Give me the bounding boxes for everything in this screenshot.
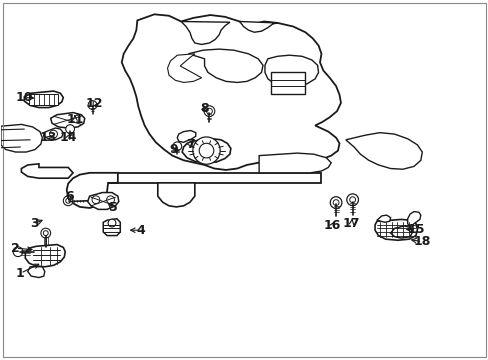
Polygon shape — [181, 22, 229, 44]
Text: 3: 3 — [30, 217, 38, 230]
Text: 7: 7 — [186, 138, 195, 151]
Polygon shape — [407, 212, 420, 226]
Bar — [29, 94, 58, 105]
Polygon shape — [44, 128, 63, 140]
Circle shape — [206, 108, 212, 114]
Polygon shape — [25, 244, 65, 267]
Text: 15: 15 — [407, 223, 424, 236]
Polygon shape — [188, 49, 263, 82]
Polygon shape — [24, 91, 63, 108]
Text: 17: 17 — [342, 216, 360, 230]
Circle shape — [203, 106, 214, 117]
Polygon shape — [167, 54, 201, 82]
Text: 10: 10 — [16, 91, 33, 104]
Polygon shape — [122, 14, 340, 170]
Circle shape — [346, 194, 358, 206]
Circle shape — [173, 142, 181, 151]
Polygon shape — [374, 220, 417, 240]
Polygon shape — [390, 226, 412, 238]
Polygon shape — [1, 125, 42, 152]
Polygon shape — [21, 164, 73, 178]
Circle shape — [199, 143, 213, 158]
Polygon shape — [376, 215, 390, 222]
Circle shape — [92, 196, 100, 204]
Polygon shape — [264, 55, 318, 86]
Circle shape — [65, 198, 70, 203]
Circle shape — [63, 196, 73, 206]
Circle shape — [50, 130, 57, 138]
Circle shape — [108, 219, 116, 227]
Polygon shape — [108, 173, 321, 183]
Text: 13: 13 — [40, 131, 57, 144]
Text: 9: 9 — [169, 143, 178, 156]
Circle shape — [329, 197, 341, 208]
Text: 4: 4 — [137, 224, 145, 237]
Text: 14: 14 — [60, 131, 77, 144]
Text: 2: 2 — [11, 242, 20, 255]
Polygon shape — [271, 72, 305, 94]
Text: 1: 1 — [16, 267, 25, 280]
Circle shape — [192, 137, 220, 164]
Text: 16: 16 — [323, 219, 340, 233]
Polygon shape — [28, 267, 45, 278]
Polygon shape — [239, 22, 277, 32]
Text: 11: 11 — [66, 113, 83, 126]
Text: 18: 18 — [413, 235, 430, 248]
Polygon shape — [51, 113, 84, 128]
Polygon shape — [103, 219, 120, 235]
Polygon shape — [345, 133, 422, 169]
Circle shape — [13, 247, 23, 257]
Polygon shape — [182, 139, 230, 163]
Polygon shape — [158, 183, 194, 207]
Text: 5: 5 — [108, 202, 117, 215]
Circle shape — [332, 200, 338, 206]
Circle shape — [65, 125, 74, 134]
Circle shape — [43, 231, 48, 235]
Circle shape — [349, 197, 355, 203]
Text: 6: 6 — [65, 190, 73, 203]
Polygon shape — [66, 173, 118, 208]
Text: 12: 12 — [85, 98, 103, 111]
Polygon shape — [177, 131, 195, 142]
Circle shape — [88, 101, 97, 109]
Polygon shape — [259, 153, 330, 173]
Polygon shape — [87, 193, 119, 210]
Text: 8: 8 — [200, 103, 208, 116]
Circle shape — [41, 228, 51, 238]
Circle shape — [106, 196, 114, 204]
